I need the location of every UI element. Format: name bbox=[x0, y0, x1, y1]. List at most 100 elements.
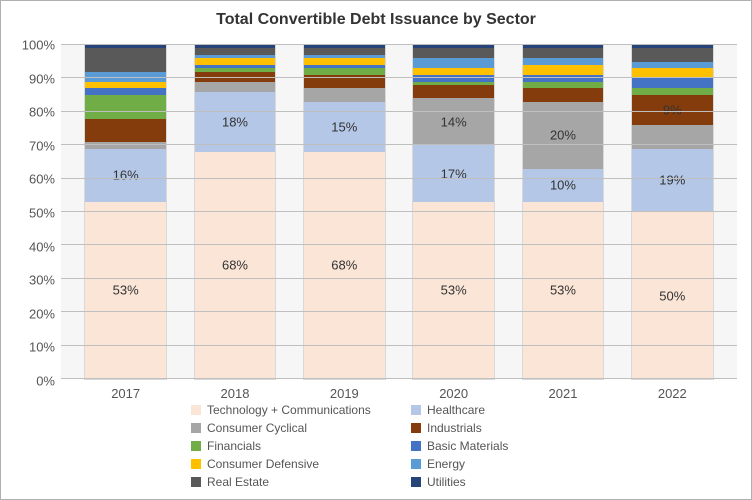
bar-segment bbox=[304, 48, 385, 55]
bar-segment bbox=[413, 75, 494, 82]
bar-segment: 17% bbox=[413, 145, 494, 202]
grid-line bbox=[61, 144, 737, 145]
stacked-bar: 50%19%9% bbox=[632, 45, 713, 379]
y-tick-label: 60% bbox=[1, 172, 55, 187]
grid-line bbox=[61, 111, 737, 112]
bar-segment-label: 18% bbox=[222, 114, 248, 129]
y-tick-label: 50% bbox=[1, 206, 55, 221]
bar-segment-label: 50% bbox=[659, 288, 685, 303]
bar-segment-label: 53% bbox=[550, 283, 576, 298]
bar-segment: 18% bbox=[195, 92, 276, 152]
legend-item: Utilities bbox=[411, 475, 621, 489]
bar-segment-label: 20% bbox=[550, 128, 576, 143]
grid-line bbox=[61, 44, 737, 45]
bar-column: 68%15% bbox=[290, 45, 399, 379]
bar-segment-label: 16% bbox=[113, 168, 139, 183]
y-tick-label: 20% bbox=[1, 306, 55, 321]
grid-line bbox=[61, 311, 737, 312]
bar-segment-label: 19% bbox=[659, 173, 685, 188]
bar-segment-label: 17% bbox=[441, 166, 467, 181]
x-tick-label: 2021 bbox=[508, 386, 617, 401]
bar-segment bbox=[413, 58, 494, 68]
legend-item: Basic Materials bbox=[411, 439, 621, 453]
grid-line bbox=[61, 211, 737, 212]
bar-segment bbox=[85, 88, 166, 95]
bar-segment bbox=[413, 48, 494, 58]
grid-line bbox=[61, 77, 737, 78]
y-tick-label: 0% bbox=[1, 374, 55, 389]
legend-swatch bbox=[411, 441, 421, 451]
bar-segment bbox=[195, 55, 276, 58]
x-tick-label: 2022 bbox=[618, 386, 727, 401]
y-tick-label: 70% bbox=[1, 138, 55, 153]
legend-swatch bbox=[191, 459, 201, 469]
legend-label: Financials bbox=[207, 439, 261, 453]
legend: Technology + Communications Healthcare Con… bbox=[91, 403, 721, 489]
bar-segment bbox=[85, 95, 166, 118]
legend-item: Energy bbox=[411, 457, 621, 471]
legend-label: Healthcare bbox=[427, 403, 485, 417]
legend-item: Financials bbox=[191, 439, 401, 453]
bar-segment-label: 14% bbox=[441, 114, 467, 129]
bar-column: 53% 10% 20% bbox=[508, 45, 617, 379]
legend-item: Consumer Defensive bbox=[191, 457, 401, 471]
legend-item: Consumer Cyclical bbox=[191, 421, 401, 435]
y-tick-label: 30% bbox=[1, 273, 55, 288]
legend-item: Healthcare bbox=[411, 403, 621, 417]
bar-segment bbox=[413, 82, 494, 85]
legend-swatch bbox=[411, 405, 421, 415]
bar-segment bbox=[632, 45, 713, 48]
y-tick-label: 10% bbox=[1, 340, 55, 355]
chart-container: Total Convertible Debt Issuance by Secto… bbox=[0, 0, 752, 500]
bar-segment bbox=[195, 68, 276, 71]
bar-segment bbox=[523, 88, 604, 101]
bar-segment-label: 53% bbox=[441, 283, 467, 298]
legend-label: Energy bbox=[427, 457, 465, 471]
bar-segment bbox=[195, 58, 276, 65]
bar-segment bbox=[413, 85, 494, 98]
legend-swatch bbox=[411, 477, 421, 487]
legend-label: Consumer Cyclical bbox=[207, 421, 307, 435]
bar-segment bbox=[85, 119, 166, 142]
legend-label: Industrials bbox=[427, 421, 482, 435]
bar-segment bbox=[523, 48, 604, 58]
legend-swatch bbox=[191, 441, 201, 451]
x-axis-labels: 201720182019202020212022 bbox=[61, 386, 737, 401]
bar-segment bbox=[195, 45, 276, 48]
stacked-bar: 68%18% bbox=[195, 45, 276, 379]
bar-segment bbox=[304, 68, 385, 75]
bar-segment bbox=[304, 88, 385, 101]
bar-segment-label: 53% bbox=[113, 283, 139, 298]
y-tick-label: 100% bbox=[1, 38, 55, 53]
bar-segment bbox=[304, 55, 385, 58]
grid-line bbox=[61, 378, 737, 379]
legend-label: Basic Materials bbox=[427, 439, 508, 453]
bar-column: 68%18% bbox=[180, 45, 289, 379]
grid-line bbox=[61, 244, 737, 245]
bar-segment: 10% bbox=[523, 169, 604, 202]
bar-column: 50%19%9% bbox=[618, 45, 727, 379]
bars-row: 53% 16% 68%18%68%15% 53% 17% 14% 53% 10% 20% 50% 1… bbox=[61, 45, 737, 379]
y-tick-label: 80% bbox=[1, 105, 55, 120]
chart-title: Total Convertible Debt Issuance by Secto… bbox=[1, 1, 751, 35]
legend-item: Technology + Communications bbox=[191, 403, 401, 417]
bar-segment bbox=[632, 48, 713, 61]
x-tick-label: 2019 bbox=[290, 386, 399, 401]
legend-swatch bbox=[191, 477, 201, 487]
bar-column: 53% 17% 14% bbox=[399, 45, 508, 379]
legend-item: Industrials bbox=[411, 421, 621, 435]
bar-segment bbox=[85, 82, 166, 89]
legend-label: Real Estate bbox=[207, 475, 269, 489]
bar-segment: 53% bbox=[85, 202, 166, 379]
bar-segment: 20% bbox=[523, 102, 604, 169]
bar-segment: 16% bbox=[85, 149, 166, 202]
bar-segment bbox=[85, 142, 166, 149]
bar-segment: 14% bbox=[413, 98, 494, 145]
bar-segment bbox=[304, 45, 385, 48]
y-tick-label: 90% bbox=[1, 71, 55, 86]
legend-swatch bbox=[191, 423, 201, 433]
bar-segment bbox=[523, 75, 604, 82]
bar-segment bbox=[85, 45, 166, 48]
bar-segment bbox=[195, 48, 276, 55]
bar-segment bbox=[304, 58, 385, 65]
